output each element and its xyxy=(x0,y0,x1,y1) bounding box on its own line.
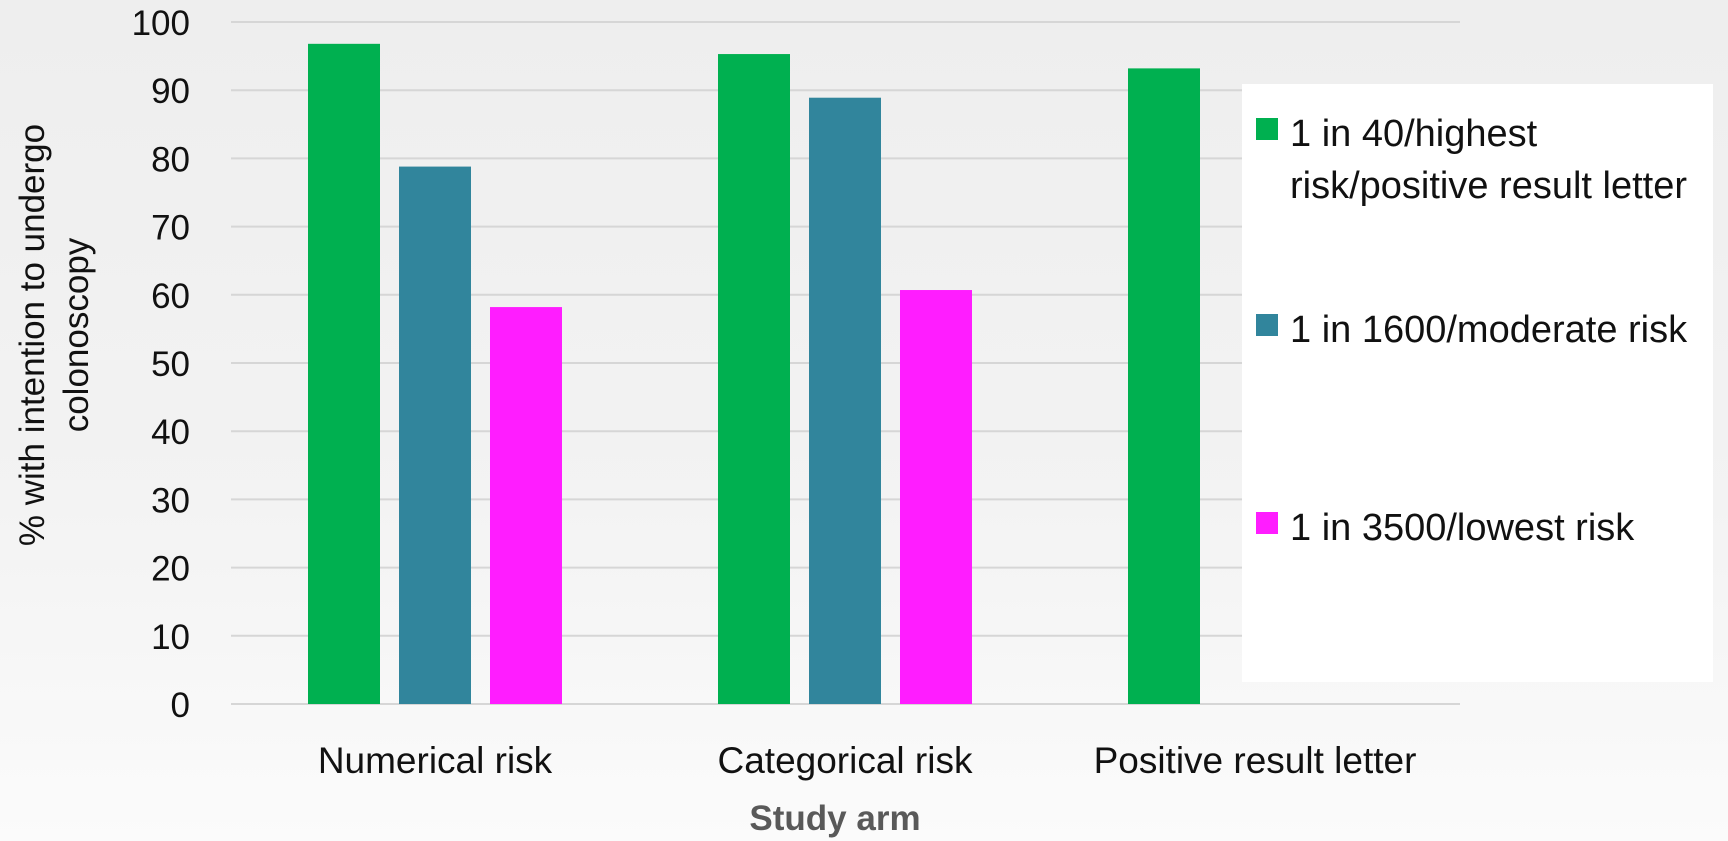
y-axis-label-line: colonoscopy xyxy=(57,237,96,432)
legend-item-series-2: 1 in 1600/moderate risk xyxy=(1256,304,1710,356)
y-tick-label: 70 xyxy=(151,209,190,248)
y-tick-label: 30 xyxy=(151,481,190,520)
y-tick-label: 10 xyxy=(151,618,190,657)
y-tick-label: 40 xyxy=(151,413,190,452)
y-tick-label: 50 xyxy=(151,345,190,384)
y-axis-label: % with intention to undergo colonoscopy xyxy=(13,124,96,546)
bar xyxy=(900,290,972,704)
legend-swatch-series-2 xyxy=(1256,314,1278,336)
legend-item-series-1: 1 in 40/highest risk/positive result let… xyxy=(1256,108,1710,212)
y-tick-label: 20 xyxy=(151,550,190,589)
y-tick-label: 60 xyxy=(151,277,190,316)
y-tick-label: 90 xyxy=(151,72,190,111)
bar xyxy=(809,98,881,704)
bar xyxy=(490,307,562,704)
x-tick-label: Categorical risk xyxy=(718,740,973,781)
bars xyxy=(308,44,1200,704)
x-tick-label: Positive result letter xyxy=(1094,740,1417,781)
legend-label-series-2: 1 in 1600/moderate risk xyxy=(1290,304,1710,356)
x-tick-labels: Numerical risk Categorical risk Positive r… xyxy=(318,740,1417,781)
bar xyxy=(308,44,380,704)
legend-label-series-1: 1 in 40/highest risk/positive result let… xyxy=(1290,108,1710,212)
legend-label-series-3: 1 in 3500/lowest risk xyxy=(1290,502,1710,554)
y-axis-label-line: % with intention to undergo xyxy=(13,124,52,546)
y-tick-label: 80 xyxy=(151,140,190,179)
legend: 1 in 40/highest risk/positive result let… xyxy=(1242,84,1713,682)
bar xyxy=(1128,68,1200,704)
x-tick-label: Numerical risk xyxy=(318,740,553,781)
bar xyxy=(399,167,471,704)
y-tick-label: 100 xyxy=(132,4,190,43)
bar xyxy=(718,54,790,704)
y-tick-labels: 0 10 20 30 40 50 60 70 80 90 100 xyxy=(132,4,190,725)
legend-swatch-series-1 xyxy=(1256,118,1278,140)
legend-item-series-3: 1 in 3500/lowest risk xyxy=(1256,502,1710,554)
legend-swatch-series-3 xyxy=(1256,512,1278,534)
x-axis-label: Study arm xyxy=(749,799,920,838)
y-tick-label: 0 xyxy=(171,686,190,725)
